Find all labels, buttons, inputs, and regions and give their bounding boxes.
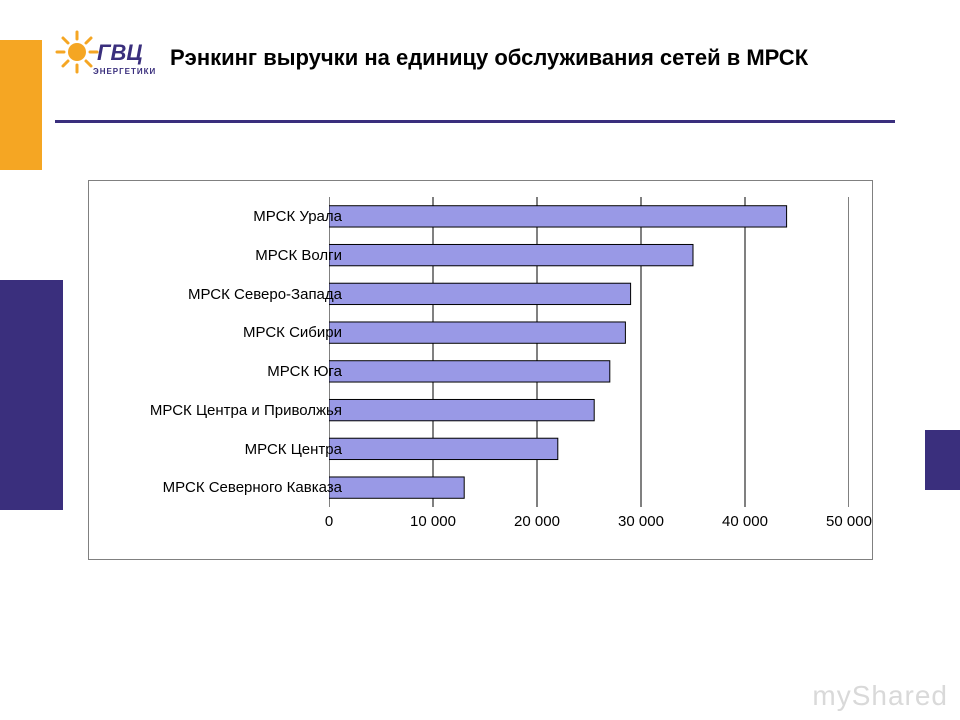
category-label: МРСК Волги — [122, 247, 342, 264]
bar — [329, 206, 787, 227]
bar — [329, 399, 594, 420]
bar — [329, 438, 558, 459]
logo-text-bottom: ЭНЕРГЕТИКИ — [93, 67, 155, 76]
bar — [329, 244, 693, 265]
logo: ГВЦ ЭНЕРГЕТИКИ — [55, 30, 155, 90]
x-tick-label: 20 000 — [507, 513, 567, 530]
purple-right-stub — [925, 430, 960, 490]
sun-icon — [57, 32, 97, 72]
bar — [329, 283, 631, 304]
category-label: МРСК Центра и Приволжья — [122, 402, 342, 419]
chart-plot-area — [329, 197, 849, 507]
bar — [329, 322, 625, 343]
purple-sidebar-block — [0, 280, 63, 510]
x-tick-label: 0 — [299, 513, 359, 530]
logo-text-top: ГВЦ — [97, 40, 142, 65]
category-label: МРСК Центра — [122, 441, 342, 458]
title-divider — [55, 120, 895, 123]
bar — [329, 477, 464, 498]
revenue-ranking-chart: МРСК Урала МРСК Волги МРСК Северо-Запада МР… — [88, 180, 873, 560]
category-label: МРСК Сибири — [122, 324, 342, 341]
x-tick-label: 40 000 — [715, 513, 775, 530]
x-tick-label: 50 000 — [819, 513, 879, 530]
orange-sidebar — [0, 40, 42, 170]
category-label: МРСК Северо-Запада — [122, 286, 342, 303]
x-tick-label: 10 000 — [403, 513, 463, 530]
page-title: Рэнкинг выручки на единицу обслуживания … — [170, 45, 808, 71]
bar — [329, 361, 610, 382]
category-label: МРСК Юга — [122, 363, 342, 380]
category-label: МРСК Северного Кавказа — [122, 479, 342, 496]
x-tick-label: 30 000 — [611, 513, 671, 530]
category-label: МРСК Урала — [122, 208, 342, 225]
watermark: myShared — [812, 680, 948, 712]
